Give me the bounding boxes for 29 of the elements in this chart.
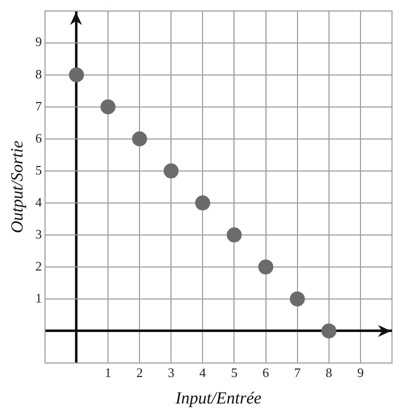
y-tick-label: 6 <box>35 130 42 146</box>
x-tick-label: 9 <box>357 365 364 380</box>
y-tick-label: 9 <box>35 34 42 50</box>
point <box>164 163 179 178</box>
x-tick-label: 4 <box>199 365 206 380</box>
x-tick-label: 2 <box>136 365 143 380</box>
y-tick-label: 5 <box>35 162 42 178</box>
point <box>321 323 336 338</box>
x-tick-label: 7 <box>294 365 302 380</box>
y-tick-label: 3 <box>35 226 42 242</box>
point <box>100 99 116 114</box>
point <box>68 67 84 82</box>
x-tick-label: 3 <box>168 365 174 380</box>
y-tick-label: 1 <box>35 290 42 306</box>
x-tick-label: 5 <box>230 365 238 380</box>
point <box>195 195 210 210</box>
x-tick-label: 1 <box>104 365 112 380</box>
y-tick-label: 4 <box>35 194 42 210</box>
x-axis-title: Input/Entrée <box>174 388 262 408</box>
y-tick-label: 2 <box>35 258 42 274</box>
point <box>132 131 148 146</box>
y-tick-label: 8 <box>35 66 42 82</box>
point <box>290 291 305 306</box>
x-tick-label: 8 <box>326 365 332 380</box>
y-axis-title: Output/Sortie <box>8 140 27 234</box>
point <box>226 227 242 242</box>
y-tick-label: 7 <box>35 98 42 114</box>
point <box>258 259 274 274</box>
x-tick-label: 6 <box>262 365 270 380</box>
